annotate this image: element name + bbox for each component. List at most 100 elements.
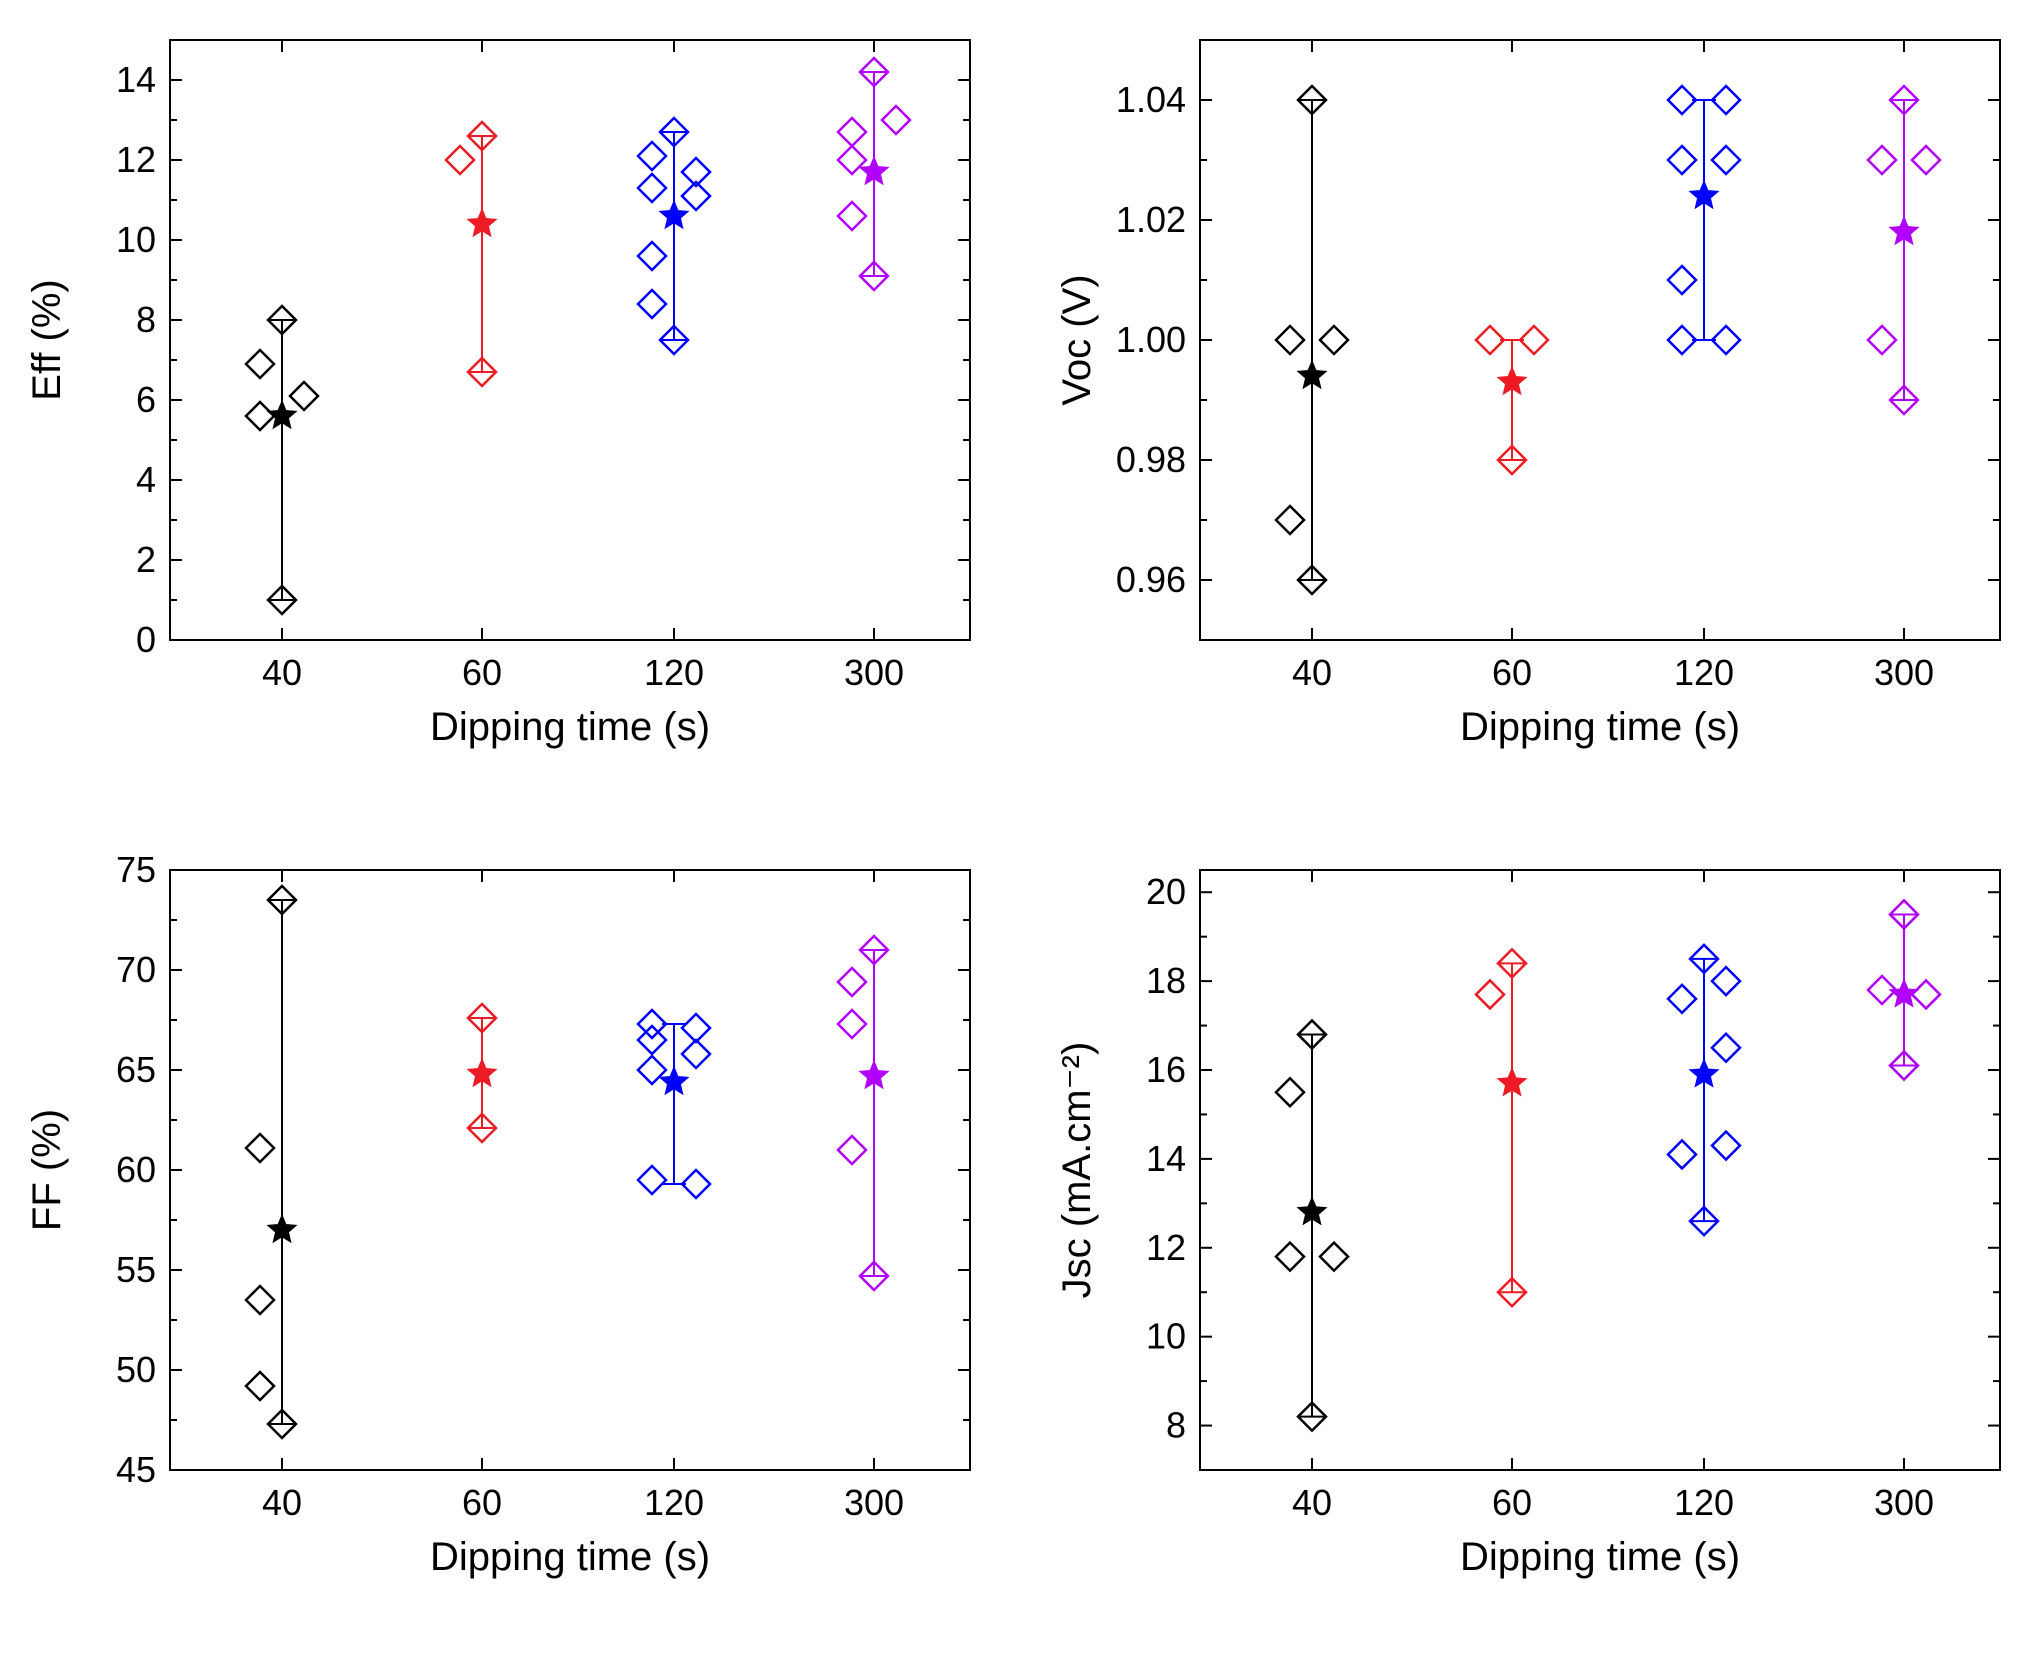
diamond-marker: [682, 1014, 710, 1042]
diamond-marker: [638, 1026, 666, 1054]
y-axis-label: Voc (V): [1055, 274, 1099, 405]
y-tick-label: 1.04: [1116, 79, 1186, 120]
diamond-marker: [838, 146, 866, 174]
y-tick-label: 0.98: [1116, 439, 1186, 480]
y-tick-label: 16: [1146, 1049, 1186, 1090]
y-tick-label: 55: [116, 1249, 156, 1290]
diamond-marker: [1668, 146, 1696, 174]
y-tick-label: 70: [116, 949, 156, 990]
x-tick-label: 60: [1492, 1482, 1532, 1523]
x-axis-label: Dipping time (s): [430, 1535, 710, 1579]
diamond-marker: [1520, 326, 1548, 354]
diamond-marker: [246, 1134, 274, 1162]
diamond-marker: [1712, 326, 1740, 354]
y-tick-label: 1.02: [1116, 199, 1186, 240]
plot-frame: [1200, 870, 2000, 1470]
y-tick-label: 4: [136, 459, 156, 500]
x-tick-label: 60: [1492, 652, 1532, 693]
y-tick-label: 14: [1146, 1138, 1186, 1179]
diamond-marker: [1712, 1034, 1740, 1062]
x-axis-label: Dipping time (s): [1460, 705, 1740, 749]
diamond-marker: [1668, 1140, 1696, 1168]
panel-ff: 45 50 55 60 65 70 75 40 60 120 300 Dipping time (s)…: [20, 850, 1120, 1630]
y-tick-label: 60: [116, 1149, 156, 1190]
diamond-marker: [1712, 1132, 1740, 1160]
x-tick-label: 300: [844, 652, 904, 693]
diamond-marker: [1712, 146, 1740, 174]
y-tick-label: 1.00: [1116, 319, 1186, 360]
diamond-marker: [638, 290, 666, 318]
y-tick-label: 65: [116, 1049, 156, 1090]
diamond-marker: [1868, 146, 1896, 174]
diamond-marker: [1276, 326, 1304, 354]
x-axis-label: Dipping time (s): [430, 705, 710, 749]
diamond-marker: [838, 1010, 866, 1038]
x-tick-label: 300: [1874, 1482, 1934, 1523]
x-tick-label: 60: [462, 1482, 502, 1523]
diamond-marker: [1712, 967, 1740, 995]
x-tick-label: 40: [1292, 652, 1332, 693]
diamond-marker: [246, 402, 274, 430]
diamond-marker: [1912, 980, 1940, 1008]
y-tick-label: 45: [116, 1449, 156, 1490]
x-tick-label: 120: [644, 1482, 704, 1523]
x-tick-label: 120: [644, 652, 704, 693]
x-tick-label: 40: [262, 1482, 302, 1523]
diamond-marker: [638, 1010, 666, 1038]
x-tick-label: 40: [1292, 1482, 1332, 1523]
diamond-marker: [638, 174, 666, 202]
y-tick-label: 50: [116, 1349, 156, 1390]
diamond-marker: [1276, 1078, 1304, 1106]
y-tick-label: 18: [1146, 960, 1186, 1001]
diamond-marker: [1668, 266, 1696, 294]
y-tick-label: 10: [116, 219, 156, 260]
diamond-marker: [1320, 1243, 1348, 1271]
y-tick-label: 12: [116, 139, 156, 180]
diamond-marker: [246, 350, 274, 378]
y-tick-label: 20: [1146, 871, 1186, 912]
diamond-marker: [1668, 326, 1696, 354]
diamond-marker: [838, 968, 866, 996]
y-tick-label: 8: [136, 299, 156, 340]
y-axis-label: Jsc (mA.cm⁻²): [1055, 1042, 1099, 1299]
diamond-marker: [246, 1372, 274, 1400]
diamond-marker: [838, 118, 866, 146]
diamond-marker: [682, 1170, 710, 1198]
diamond-marker: [882, 106, 910, 134]
diamond-marker: [1320, 326, 1348, 354]
diamond-marker: [1476, 980, 1504, 1008]
figure-grid: 0 2 4 6 8 10 12 14 40 60 120 300 Dipping time (s) Eff…: [0, 0, 2043, 1661]
x-tick-label: 60: [462, 652, 502, 693]
y-axis-label: Eff (%): [25, 279, 69, 401]
x-axis-label: Dipping time (s): [1460, 1535, 1740, 1579]
panel-jsc: 81012141618204060120300Dipping time (s)J…: [1050, 850, 2043, 1630]
diamond-marker: [1476, 326, 1504, 354]
diamond-marker: [1868, 326, 1896, 354]
y-tick-label: 0: [136, 619, 156, 660]
y-tick-label: 2: [136, 539, 156, 580]
y-tick-label: 75: [116, 850, 156, 890]
panel-voc: 0.960.981.001.021.044060120300Dipping ti…: [1050, 20, 2043, 800]
diamond-marker: [1712, 86, 1740, 114]
x-tick-label: 40: [262, 652, 302, 693]
diamond-marker: [638, 142, 666, 170]
diamond-marker: [446, 146, 474, 174]
y-tick-label: 8: [1166, 1405, 1186, 1446]
diamond-marker: [1668, 86, 1696, 114]
y-axis-label: FF (%): [25, 1109, 69, 1231]
diamond-marker: [638, 242, 666, 270]
y-tick-label: 6: [136, 379, 156, 420]
diamond-marker: [1276, 1243, 1304, 1271]
x-tick-label: 300: [844, 1482, 904, 1523]
diamond-marker: [1276, 506, 1304, 534]
x-tick-label: 120: [1674, 1482, 1734, 1523]
panel-eff: 0 2 4 6 8 10 12 14 40 60 120 300 Dipping time (s) Eff…: [20, 20, 1120, 800]
diamond-marker: [682, 1040, 710, 1068]
diamond-marker: [838, 1136, 866, 1164]
diamond-marker: [838, 202, 866, 230]
y-tick-label: 14: [116, 59, 156, 100]
diamond-marker: [1912, 146, 1940, 174]
diamond-marker: [638, 1166, 666, 1194]
diamond-marker: [638, 1056, 666, 1084]
x-tick-label: 300: [1874, 652, 1934, 693]
